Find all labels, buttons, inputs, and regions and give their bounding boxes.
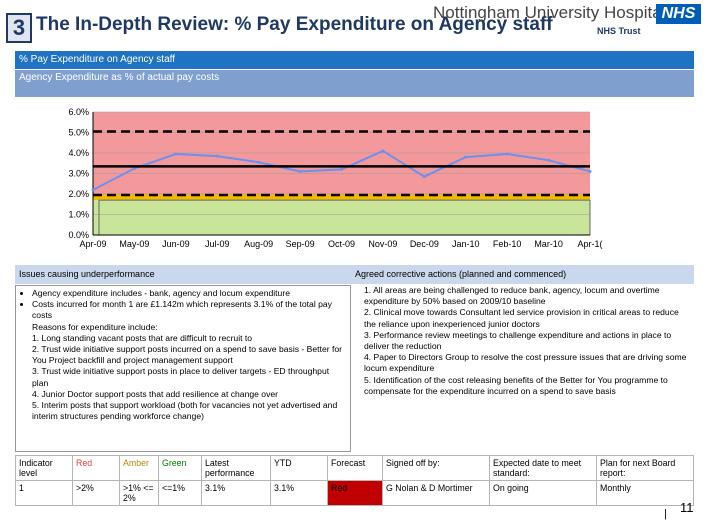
value-cell: >2%: [72, 480, 120, 506]
x-tick-label: Apr-09: [79, 239, 106, 249]
y-tick-label: 4.0%: [68, 148, 89, 158]
issue-line: 3. Trust wide initiative support posts i…: [32, 366, 330, 388]
data-point: [257, 160, 261, 164]
header-cell: Signed off by:: [382, 455, 490, 481]
section-number: 3: [6, 13, 32, 43]
x-tick-label: Sep-09: [286, 239, 315, 249]
x-tick-label: May-09: [119, 239, 149, 249]
action-item: 3. Performance review meetings to challe…: [364, 329, 672, 352]
issue-line: 4. Junior Doctor support posts that add …: [32, 388, 279, 399]
y-tick-label: 2.0%: [68, 189, 89, 199]
action-item: 1. All areas are being challenged to red…: [364, 285, 660, 307]
data-point: [91, 188, 95, 192]
data-point: [588, 169, 592, 173]
data-point: [298, 169, 302, 173]
org-name: Nottingham University Hospitals: [433, 3, 674, 22]
chart-subtitle-band: Agency Expenditure as % of actual pay co…: [15, 70, 694, 97]
x-tick-label: Jun-09: [162, 239, 190, 249]
value-cell: On going: [489, 480, 597, 506]
issue-line: 5. Interim posts that support workload (…: [32, 400, 338, 422]
action-item: 2. Clinical move towards Consultant led …: [364, 307, 679, 329]
header-cell: Plan for next Board report:: [596, 455, 694, 481]
data-point: [464, 155, 468, 159]
value-cell: <=1%: [158, 480, 202, 506]
chart-section-band: % Pay Expenditure on Agency staff: [15, 51, 694, 69]
data-point: [340, 167, 343, 171]
actions-panel: 1. All areas are being challenged to red…: [357, 285, 694, 437]
chart-area: 0.0% 1.0% 2.0% 3.0% 4.0% 5.0% 6.0% Apr-09 May-09…: [15, 97, 694, 255]
header-cell-red: Red: [72, 455, 120, 481]
value-cell: 1: [15, 480, 73, 506]
y-tick-label: 1.0%: [68, 210, 89, 220]
x-tick-label: Mar-10: [534, 239, 563, 249]
issue-line: Reasons for expenditure include:: [32, 321, 158, 332]
table-header-row: Indicator level Red Amber Green Latest p…: [15, 455, 694, 481]
y-tick-label: 3.0%: [68, 169, 89, 179]
action-item: 4. Paper to Directors Group to resolve t…: [364, 352, 687, 374]
x-tick-label: Oct-09: [328, 239, 355, 249]
table-row: 1 >2% >1% <= 2% <=1% 3.1% 3.1% Red G Nol…: [15, 480, 694, 506]
forecast-status-cell: Red: [327, 480, 383, 506]
x-tick-label: Nov-09: [368, 239, 397, 249]
data-point: [381, 149, 385, 153]
org-subtitle: NHS Trust: [597, 26, 641, 36]
issues-heading: Issues causing underperformance: [15, 265, 351, 284]
x-tick-label: Jul-09: [205, 239, 230, 249]
data-point: [174, 152, 178, 156]
issue-line: 2. Trust wide initiative support posts i…: [32, 344, 343, 366]
y-tick-label: 0.0%: [68, 230, 89, 240]
x-tick-label: Feb-10: [493, 239, 522, 249]
agency-spend-chart: 0.0% 1.0% 2.0% 3.0% 4.0% 5.0% 6.0% Apr-09 May-09…: [68, 107, 602, 249]
issues-panel: Agency expenditure includes - bank, agen…: [15, 285, 351, 452]
header-cell: Forecast: [327, 455, 383, 481]
data-point: [132, 166, 136, 170]
header-cell: YTD: [270, 455, 328, 481]
page-number: 11: [680, 500, 694, 515]
page-title: The In-Depth Review: % Pay Expenditure o…: [36, 14, 553, 35]
issue-line: 1. Long standing vacant posts that are d…: [32, 332, 253, 343]
x-tick-label: Apr-1(: [577, 239, 602, 249]
value-cell: 3.1%: [270, 480, 328, 506]
issue-bullet: Costs incurred for month 1 are £1.142m w…: [32, 299, 346, 321]
value-cell: 3.1%: [201, 480, 271, 506]
issues-bullet-list: Agency expenditure includes - bank, agen…: [22, 288, 346, 322]
header-cell: Latest performance: [201, 455, 271, 481]
data-point: [422, 175, 426, 179]
x-tick-label: Aug-09: [244, 239, 273, 249]
header-cell-green: Green: [158, 455, 202, 481]
divider-mark: |: [664, 508, 667, 520]
y-tick-label: 6.0%: [68, 107, 89, 117]
x-tick-label: Jan-10: [452, 239, 480, 249]
issue-bullet: Agency expenditure includes - bank, agen…: [32, 288, 346, 299]
value-cell: G Nolan & D Mortimer: [382, 480, 490, 506]
data-point: [215, 154, 219, 158]
indicator-table: Indicator level Red Amber Green Latest p…: [15, 455, 694, 506]
x-tick-label: Dec-09: [410, 239, 439, 249]
band-green: [93, 200, 590, 235]
y-tick-label: 5.0%: [68, 128, 89, 138]
value-cell: Monthly: [596, 480, 694, 506]
data-point: [505, 152, 509, 156]
actions-heading: Agreed corrective actions (planned and c…: [351, 265, 694, 284]
value-cell: >1% <= 2%: [119, 480, 159, 506]
header-cell: Expected date to meet standard:: [489, 455, 597, 481]
band-amber: [93, 194, 590, 201]
data-point: [547, 158, 551, 162]
action-item: 5. Identification of the cost releasing …: [364, 374, 668, 396]
header-cell: Indicator level: [15, 455, 73, 481]
header-cell-amber: Amber: [119, 455, 159, 481]
nhs-logo: NHS: [656, 4, 701, 24]
